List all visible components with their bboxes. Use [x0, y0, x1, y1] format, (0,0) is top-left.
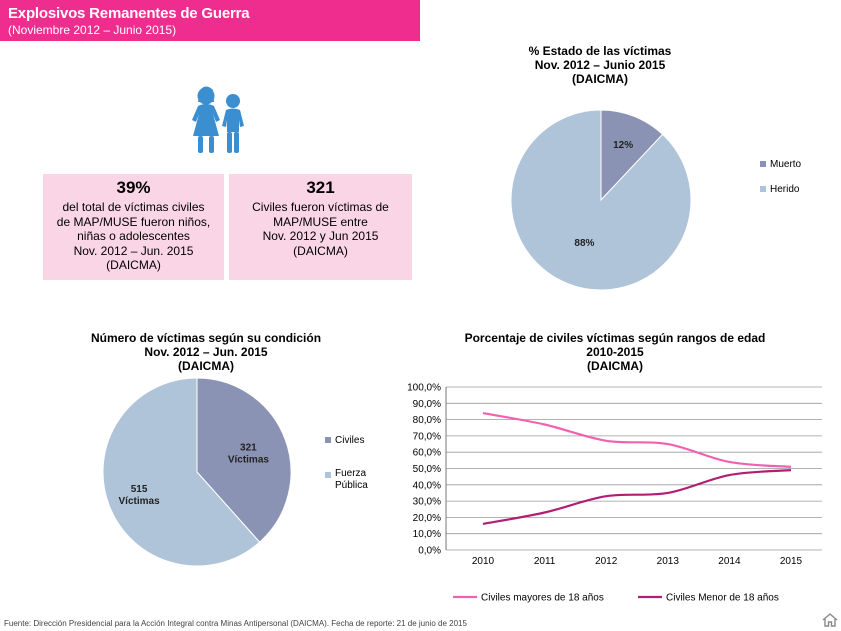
pie2-data-label: 321	[240, 442, 257, 453]
legend-series-label: Civiles mayores de 18 años	[481, 593, 604, 604]
y-tick-label: 60,0%	[413, 448, 441, 459]
legend-label: Fuerza Pública	[335, 468, 368, 491]
stat-box-civilians: 321 Civiles fueron víctimas de MAP/MUSE …	[229, 174, 412, 280]
stat-line: (DAICMA)	[106, 258, 161, 272]
line-chart-title: Porcentaje de civiles víctimas según ran…	[430, 331, 800, 373]
pie1-legend: Muerto Herido	[760, 159, 801, 195]
pie2-title: Número de víctimas según su condición No…	[60, 331, 352, 373]
home-icon[interactable]	[822, 612, 838, 628]
pie2-data-label: Víctimas	[119, 496, 161, 507]
pie1-title-line: Nov. 2012 – Junio 2015	[534, 58, 666, 72]
legend-item-fuerza-publica: Fuerza Pública	[325, 468, 385, 492]
y-tick-label: 50,0%	[413, 464, 441, 475]
pie2-slice-civiles	[196, 377, 292, 543]
legend-swatch	[325, 437, 331, 444]
pie2-legend: Civiles Fuerza Pública	[325, 435, 385, 492]
y-tick-label: 20,0%	[413, 513, 441, 524]
pie1-title-line: (DAICMA)	[572, 72, 628, 86]
x-tick-label: 2010	[472, 556, 495, 567]
stat-line: Nov. 2012 – Jun. 2015	[73, 243, 194, 258]
x-tick-label: 2014	[718, 556, 741, 567]
pie1-slice-muerto	[600, 109, 664, 202]
page-title: Explosivos Remanentes de Guerra	[8, 5, 250, 22]
x-tick-label: 2015	[780, 556, 803, 567]
pie-chart-status: 12% 88%	[510, 109, 692, 291]
x-tick-label: 2013	[657, 556, 680, 567]
line-title-line: (DAICMA)	[587, 359, 643, 373]
stat-value: 39%	[116, 178, 151, 197]
pie1-title: % Estado de las víctimas Nov. 2012 – Jun…	[480, 44, 720, 86]
legend-swatch	[760, 186, 766, 193]
line-title-line: Porcentaje de civiles víctimas según ran…	[464, 331, 766, 345]
legend-label: Civiles	[335, 435, 365, 446]
pie1-data-label: 12%	[613, 140, 633, 151]
pie1-slice-herido	[510, 109, 692, 291]
stat-line: Nov. 2012 y Jun 2015	[262, 229, 379, 243]
pie1-title-line: % Estado de las víctimas	[528, 44, 672, 58]
pie2-slice-fuerza-pública	[102, 377, 261, 567]
pie2-data-label: 515	[131, 484, 148, 495]
legend-series-label: Civiles Menor de 18 años	[666, 593, 779, 604]
line-chart-age-ranges: 0,0% 10,0% 20,0% 30,0% 40,0% 50,0% 60,0% 70,0% 8…	[407, 383, 822, 604]
legend-swatch	[325, 472, 331, 478]
series-line-0	[482, 411, 792, 468]
stat-line: (DAICMA)	[293, 243, 348, 258]
y-tick-label: 0,0%	[418, 546, 441, 557]
stat-line: niñas o adolescentes	[77, 229, 190, 243]
y-tick-label: 40,0%	[413, 480, 441, 491]
y-tick-label: 70,0%	[413, 431, 441, 442]
pie2-title-line: Nov. 2012 – Jun. 2015	[144, 345, 268, 359]
stat-value: 321	[306, 178, 335, 197]
page-subtitle: (Noviembre 2012 – Junio 2015)	[8, 23, 177, 37]
x-tick-label: 2012	[595, 556, 618, 567]
legend-item-civiles: Civiles	[325, 435, 385, 446]
y-tick-label: 10,0%	[413, 529, 441, 540]
stat-line: del total de víctimas civiles	[62, 200, 205, 214]
y-tick-label: 80,0%	[413, 415, 441, 426]
header-banner: Explosivos Remanentes de Guerra (Noviemb…	[0, 0, 420, 41]
footer-source: Fuente: Dirección Presidencial para la A…	[4, 619, 467, 628]
stat-box-children: 39% del total de víctimas civiles de MAP…	[43, 174, 224, 280]
pie2-data-label: Víctimas	[228, 454, 270, 465]
x-tick-label: 2011	[534, 556, 556, 567]
legend-label: Herido	[770, 184, 800, 195]
pie1-data-label: 88%	[574, 238, 594, 249]
stat-line: MAP/MUSE entre	[273, 214, 368, 229]
pie2-title-line: (DAICMA)	[178, 359, 234, 373]
line-title-line: 2010-2015	[586, 345, 644, 359]
stat-line: de MAP/MUSE fueron niños,	[56, 214, 211, 229]
pie2-title-line: Número de víctimas según su condición	[90, 331, 322, 345]
y-tick-label: 100,0%	[407, 383, 441, 394]
legend-label: Muerto	[770, 159, 802, 170]
legend-item-herido: Herido	[760, 184, 801, 195]
y-tick-label: 30,0%	[413, 497, 441, 508]
legend-item-muerto: Muerto	[760, 159, 801, 170]
stat-line: Civiles fueron víctimas de	[252, 200, 389, 214]
children-icon	[192, 86, 244, 153]
y-tick-label: 90,0%	[413, 399, 441, 410]
series-line-1	[482, 469, 792, 526]
legend-swatch	[760, 161, 766, 168]
